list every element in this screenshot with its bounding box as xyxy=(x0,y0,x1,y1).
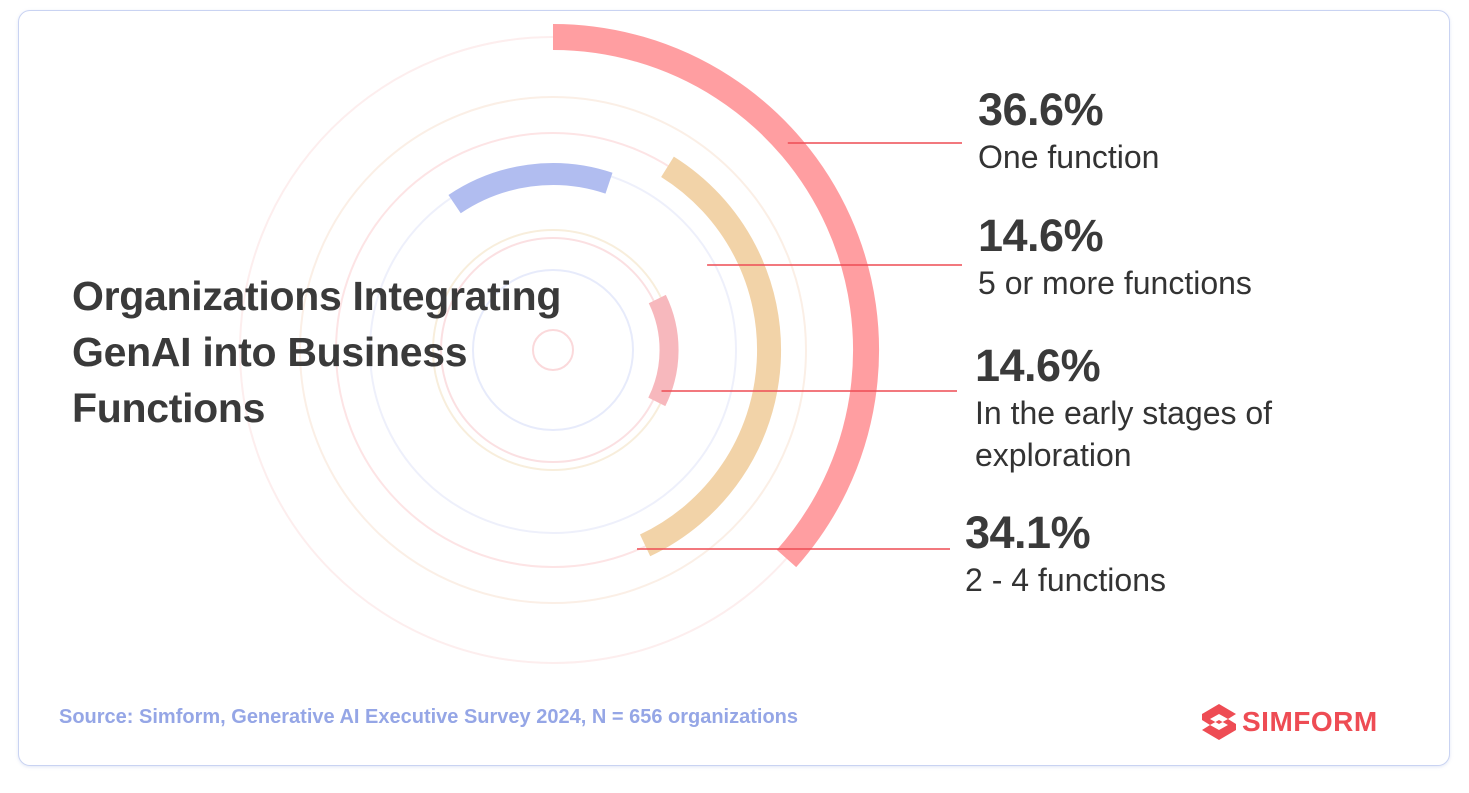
ring-track xyxy=(532,329,574,371)
ring-arcs xyxy=(448,24,879,568)
label-five-or-more: 14.6% 5 or more functions xyxy=(978,210,1418,304)
label-two-to-four: 34.1% 2 - 4 functions xyxy=(965,507,1405,601)
ring-guide xyxy=(299,96,807,604)
simform-logo: SIMFORM xyxy=(1200,702,1378,742)
category-label: One function xyxy=(978,139,1160,175)
category-label: 2 - 4 functions xyxy=(965,562,1166,598)
ring-track xyxy=(472,269,634,431)
label-early-stages: 14.6% In the early stages of exploration xyxy=(975,340,1325,476)
arc-2-4-functions xyxy=(639,156,782,557)
simform-logo-icon xyxy=(1202,704,1236,740)
leader-lines xyxy=(637,142,962,550)
chart-card xyxy=(18,10,1450,766)
label-one-function: 36.6% One function xyxy=(978,84,1418,178)
value-label: 34.1% xyxy=(965,507,1091,558)
category-label: In the early stages of exploration xyxy=(975,395,1273,473)
logo-text: SIMFORM xyxy=(1242,706,1378,737)
arc-5-or-more-functions xyxy=(448,163,613,214)
arc-in-the-early-stages-of-exploration xyxy=(648,294,679,407)
source-note: Source: Simform, Generative AI Executive… xyxy=(59,706,799,728)
value-label: 14.6% xyxy=(975,340,1101,391)
arc-one-function xyxy=(552,24,879,568)
value-label: 14.6% xyxy=(978,210,1104,261)
category-label: 5 or more functions xyxy=(978,265,1252,301)
chart-title: Organizations Integrating GenAI into Bus… xyxy=(72,273,562,431)
value-label: 36.6% xyxy=(978,84,1104,135)
